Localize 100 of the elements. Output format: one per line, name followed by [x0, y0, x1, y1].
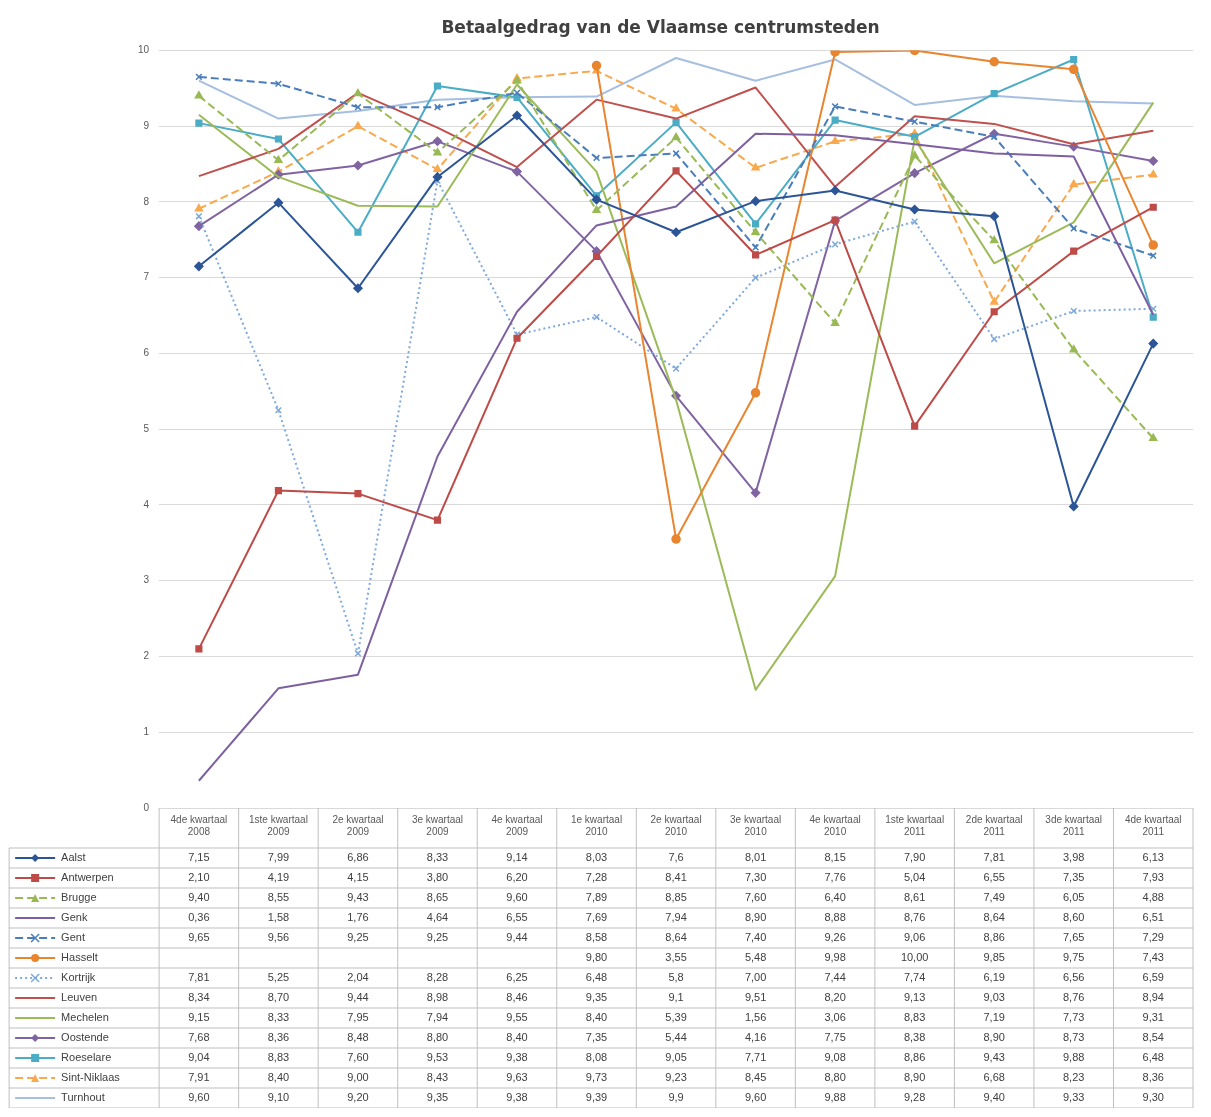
data-label: 6,68 — [983, 1071, 1005, 1084]
x-tick-label: 4e kwartaal 2010 — [809, 813, 861, 837]
data-label: 8,54 — [1142, 1031, 1164, 1044]
data-label: 9,80 — [585, 951, 608, 964]
data-label: 9,65 — [188, 931, 210, 944]
data-label: 8,40 — [585, 1011, 608, 1024]
data-label: 7,68 — [188, 1031, 210, 1044]
data-label: 8,98 — [426, 991, 449, 1004]
data-label: 8,80 — [824, 1071, 846, 1084]
y-tick-label: 5 — [143, 422, 150, 434]
data-label: 9,1 — [668, 991, 684, 1004]
data-label: 10,00 — [900, 951, 929, 964]
data-label: 8,90 — [903, 1071, 926, 1084]
y-tick-label: 3 — [143, 574, 150, 586]
data-label: 9,28 — [903, 1091, 926, 1104]
data-label: 9,35 — [426, 1091, 449, 1104]
data-label: 7,75 — [824, 1031, 846, 1044]
data-label: 7,15 — [188, 851, 210, 864]
data-label: 8,64 — [665, 931, 687, 944]
data-label: 8,83 — [903, 1011, 926, 1024]
data-label: 8,94 — [1142, 991, 1164, 1004]
data-label: 9,88 — [1063, 1051, 1085, 1064]
data-label: 8,08 — [585, 1051, 608, 1064]
data-label: 8,83 — [267, 1051, 290, 1064]
legend-label: Leuven — [61, 991, 98, 1004]
data-label: 9,05 — [665, 1051, 687, 1064]
x-tick-label: 2de kwartaal 2011 — [965, 813, 1023, 837]
data-label: 8,86 — [983, 931, 1005, 944]
data-label: 7,89 — [585, 891, 608, 904]
data-label: 8,61 — [903, 891, 926, 904]
data-label: 9,38 — [506, 1051, 528, 1064]
data-label: 9,38 — [506, 1091, 528, 1104]
data-label: 3,06 — [824, 1011, 846, 1024]
y-tick-label: 8 — [143, 195, 150, 207]
data-label: 8,36 — [1142, 1071, 1164, 1084]
data-label: 9,06 — [903, 931, 926, 944]
data-label: 8,46 — [506, 991, 528, 1004]
data-label: 4,15 — [347, 871, 369, 884]
data-label: 7,81 — [983, 851, 1005, 864]
data-label: 9,40 — [983, 1091, 1005, 1104]
data-label: 7,90 — [903, 851, 926, 864]
data-label: 7,49 — [983, 891, 1005, 904]
data-label: 7,71 — [744, 1051, 767, 1064]
data-label: 9,44 — [347, 991, 369, 1004]
data-label: 6,55 — [506, 911, 528, 924]
data-label: 7,94 — [426, 1011, 449, 1024]
data-label: 9,55 — [506, 1011, 528, 1024]
data-label: 8,01 — [744, 851, 767, 864]
data-label: 8,33 — [426, 851, 449, 864]
x-tick-label: 4e kwartaal 2009 — [491, 813, 543, 837]
legend-label: Oostende — [61, 1031, 109, 1044]
data-label: 5,44 — [665, 1031, 687, 1044]
data-label: 7,73 — [1063, 1011, 1085, 1024]
data-label: 9,44 — [506, 931, 528, 944]
data-label: 8,60 — [1063, 911, 1085, 924]
data-label: 8,33 — [267, 1011, 290, 1024]
data-label: 9,35 — [585, 991, 608, 1004]
data-label: 9,33 — [1063, 1091, 1085, 1104]
y-tick-label: 1 — [143, 725, 150, 737]
data-label: 9,08 — [824, 1051, 846, 1064]
data-label: 3,55 — [665, 951, 687, 964]
legend-label: Gent — [61, 931, 85, 944]
data-label: 7,93 — [1142, 871, 1164, 884]
data-label: 6,19 — [983, 971, 1005, 984]
data-label: 0,36 — [188, 911, 210, 924]
data-label: 8,15 — [824, 851, 846, 864]
data-label: 8,40 — [267, 1071, 290, 1084]
data-label: 4,16 — [744, 1031, 767, 1044]
data-label: 8,76 — [1063, 991, 1085, 1004]
data-label: 7,44 — [824, 971, 846, 984]
x-tick-label: 2e kwartaal 2010 — [650, 813, 702, 837]
data-label: 9,85 — [983, 951, 1005, 964]
data-label: 8,41 — [665, 871, 687, 884]
data-label: 5,48 — [744, 951, 767, 964]
data-label: 9,98 — [824, 951, 846, 964]
data-label: 3,98 — [1063, 851, 1085, 864]
data-label: 9,39 — [585, 1091, 608, 1104]
data-label: 7,65 — [1063, 931, 1085, 944]
data-label: 7,60 — [347, 1051, 369, 1064]
data-label: 7,40 — [744, 931, 767, 944]
data-label: 9,23 — [665, 1071, 687, 1084]
data-label: 9,73 — [585, 1071, 608, 1084]
data-label: 9,25 — [347, 931, 369, 944]
data-label: 9,10 — [267, 1091, 290, 1104]
data-label: 6,55 — [983, 871, 1005, 884]
data-label: 7,29 — [1142, 931, 1164, 944]
data-label: 1,76 — [347, 911, 369, 924]
data-label: 8,80 — [426, 1031, 449, 1044]
data-label: 8,28 — [426, 971, 449, 984]
data-label: 9,14 — [506, 851, 528, 864]
data-label: 9,40 — [188, 891, 210, 904]
data-label: 7,91 — [188, 1071, 210, 1084]
data-label: 7,28 — [585, 871, 608, 884]
data-label: 7,95 — [347, 1011, 369, 1024]
data-label: 9,56 — [267, 931, 290, 944]
data-label: 8,90 — [983, 1031, 1005, 1044]
legend-label: Hasselt — [61, 951, 98, 964]
data-label: 7,74 — [903, 971, 926, 984]
data-label: 7,30 — [744, 871, 767, 884]
data-label: 8,45 — [744, 1071, 767, 1084]
